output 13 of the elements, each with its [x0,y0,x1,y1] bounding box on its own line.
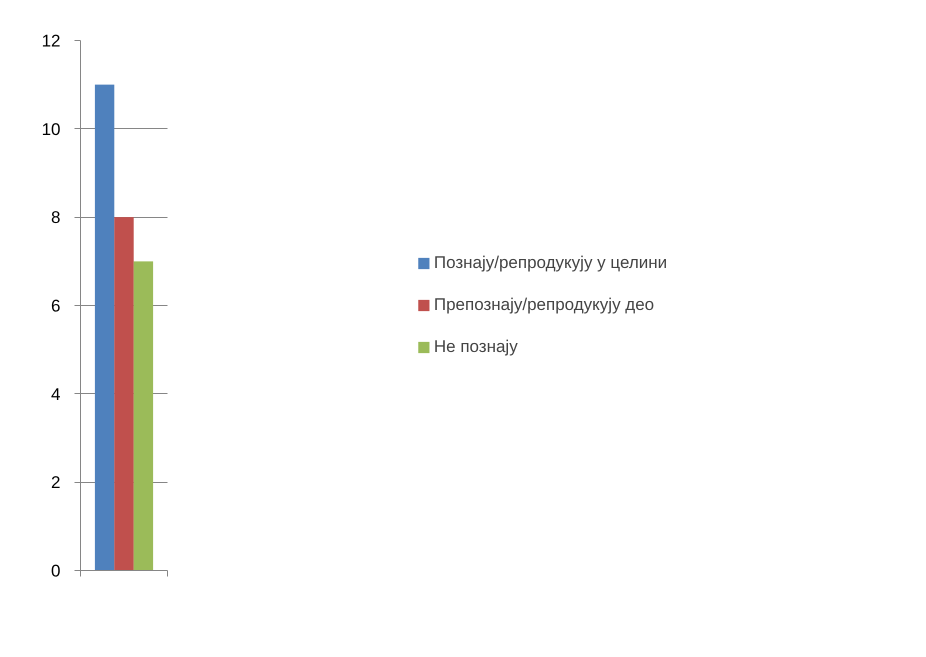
y-tick-label: 10 [42,120,61,139]
legend-label: Не познају [434,337,518,357]
y-tick-label: 12 [42,32,61,50]
y-tick-label: 4 [51,384,61,404]
y-tick-label: 2 [51,473,61,492]
y-tick-label: 0 [51,562,61,580]
legend-label: Препознају/репродукују део [434,295,654,315]
legend-label: Познају/репродукују у целини [434,253,668,273]
bar [114,217,134,570]
y-tick-label: 8 [51,208,61,228]
y-tick-label: 6 [51,296,61,316]
bar [94,84,114,570]
bar [134,261,154,570]
